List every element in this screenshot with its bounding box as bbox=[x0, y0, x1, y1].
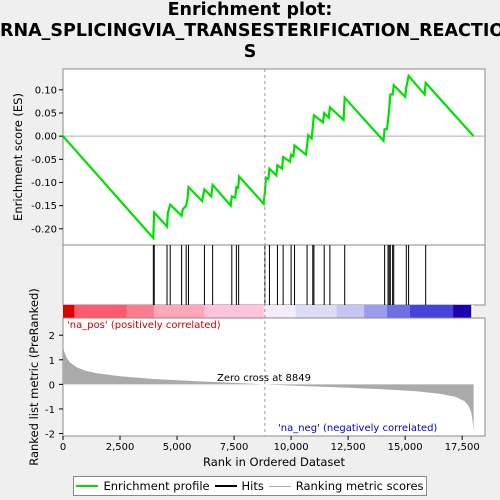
metric-y-tick-label: -2 bbox=[45, 430, 55, 441]
legend-label-ranking: Ranking metric scores bbox=[295, 479, 424, 493]
chart-title: Enrichment plot: RNA_SPLICINGVIA_TRANSES… bbox=[0, 0, 500, 63]
es-y-tick-label: 0.00 bbox=[35, 132, 57, 143]
es-y-axis-label: Enrichment score (ES) bbox=[11, 93, 25, 221]
es-y-tick-label: -0.10 bbox=[31, 178, 57, 189]
x-tick-label: 15,000 bbox=[388, 442, 423, 453]
hits-panel bbox=[62, 244, 486, 306]
color-band bbox=[295, 305, 337, 318]
legend-swatch-ranking bbox=[268, 485, 291, 487]
es-panel bbox=[62, 68, 486, 246]
legend-label-hits: Hits bbox=[241, 479, 264, 493]
color-band bbox=[126, 305, 155, 318]
metric-y-tick-label: 1 bbox=[49, 356, 55, 367]
legend-swatch-hits bbox=[214, 485, 237, 487]
metric-y-tick-label: 2 bbox=[49, 331, 55, 342]
x-tick-label: 2,500 bbox=[106, 442, 135, 453]
legend-label-enrichment: Enrichment profile bbox=[103, 479, 210, 493]
metric-y-axis-label: Ranked list metric (PreRanked) bbox=[27, 288, 41, 466]
metric-panel bbox=[62, 317, 486, 437]
title-line-1: Enrichment plot: bbox=[167, 0, 333, 20]
color-band bbox=[74, 305, 127, 318]
pos-label: 'na_pos' (positively correlated) bbox=[67, 320, 221, 331]
metric-y-tick-label: -1 bbox=[45, 405, 55, 416]
legend-item-ranking: Ranking metric scores bbox=[268, 479, 424, 493]
es-y-tick-label: -0.20 bbox=[31, 224, 57, 235]
enrichment-profile-line bbox=[62, 73, 475, 241]
x-tick-label: 12,500 bbox=[331, 442, 366, 453]
color-band bbox=[409, 305, 454, 318]
color-band bbox=[63, 305, 75, 318]
legend-item-enrichment: Enrichment profile bbox=[76, 479, 210, 493]
color-band bbox=[204, 305, 264, 318]
ranking-color-bar bbox=[63, 305, 474, 318]
color-band bbox=[336, 305, 365, 318]
legend-item-hits: Hits bbox=[214, 479, 264, 493]
zero-cross-label: Zero cross at 8849 bbox=[217, 373, 311, 384]
es-y-tick-label: -0.15 bbox=[31, 201, 57, 212]
x-tick-label: 10,000 bbox=[274, 442, 309, 453]
es-y-tick-label: 0.10 bbox=[35, 85, 57, 96]
color-band bbox=[154, 305, 205, 318]
title-line-2: RNA_SPLICINGVIA_TRANSESTERIFICATION_REAC… bbox=[0, 21, 500, 41]
hit-marks bbox=[152, 245, 427, 305]
x-axis-label: Rank in Ordered Dataset bbox=[203, 455, 346, 469]
color-band bbox=[453, 305, 472, 318]
legend: Enrichment profile Hits Ranking metric s… bbox=[73, 476, 427, 496]
x-tick-label: 5,000 bbox=[163, 442, 192, 453]
neg-label: 'na_neg' (negatively correlated) bbox=[278, 423, 437, 434]
color-band bbox=[471, 305, 474, 318]
es-y-tick-label: 0.05 bbox=[35, 109, 57, 120]
title-line-3: S bbox=[243, 42, 257, 62]
metric-y-tick-label: 0 bbox=[49, 380, 55, 391]
legend-swatch-enrichment bbox=[76, 485, 99, 487]
color-band bbox=[263, 305, 296, 318]
ranked-metric-area bbox=[63, 343, 474, 432]
color-band bbox=[386, 305, 410, 318]
enrichment-figure: -0.20 -0.15 -0.10 -0.05 0.00 0.05 0.10 Enrichm… bbox=[11, 68, 486, 469]
x-tick-label: 17,500 bbox=[445, 442, 480, 453]
x-tick-label: 7,500 bbox=[220, 442, 249, 453]
x-tick-label: 0 bbox=[60, 442, 66, 453]
es-y-tick-label: -0.05 bbox=[31, 155, 57, 166]
color-band bbox=[364, 305, 387, 318]
